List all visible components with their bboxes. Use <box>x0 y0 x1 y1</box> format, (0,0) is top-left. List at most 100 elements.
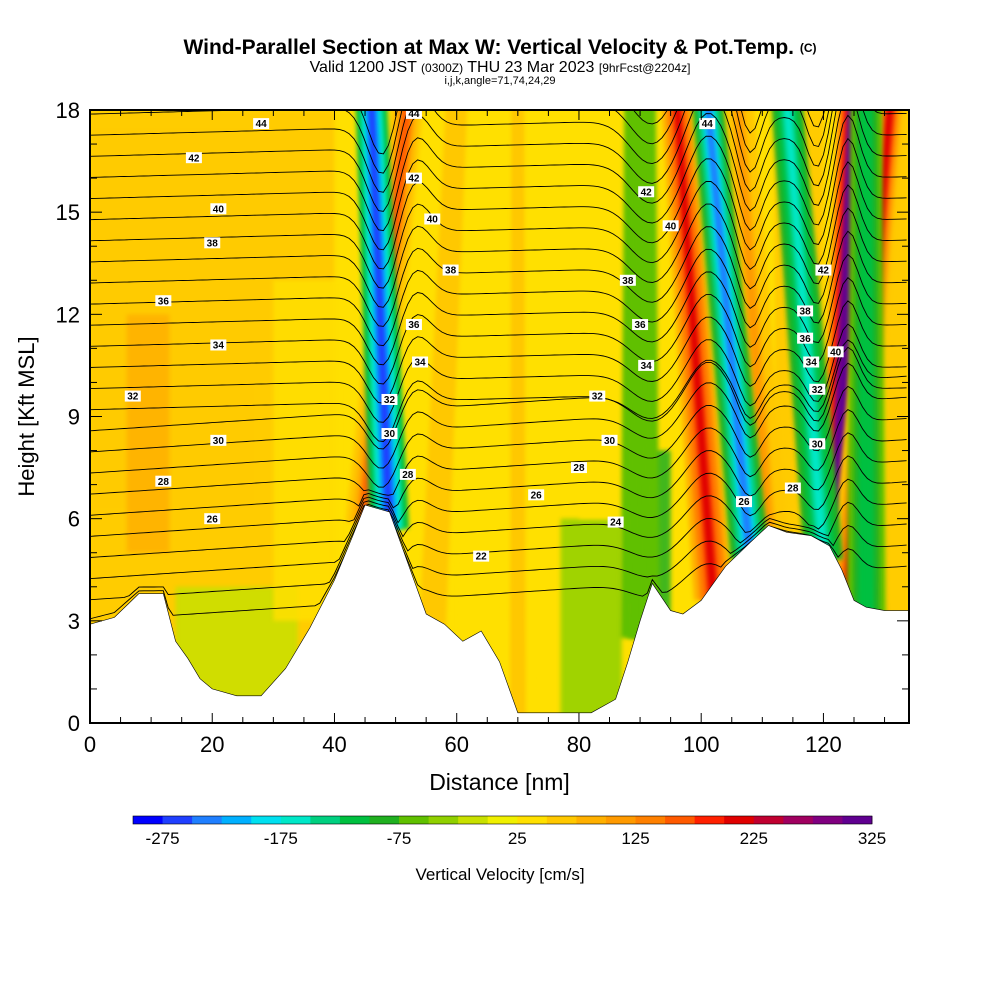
downdraft-band <box>861 110 871 625</box>
theta-contour-label: 28 <box>784 482 801 495</box>
valid-utc: (0300Z) <box>421 61 464 75</box>
title-block: Wind-Parallel Section at Max W: Vertical… <box>0 36 1000 87</box>
theta-contour-label: 44 <box>699 118 716 130</box>
x-axis-label: Distance [nm] <box>429 769 570 795</box>
svg-text:36: 36 <box>800 334 812 345</box>
theta-contour-label: 38 <box>619 274 636 287</box>
theta-contour-label: 24 <box>607 516 624 529</box>
theta-contour-label: 34 <box>210 339 227 352</box>
svg-text:42: 42 <box>818 266 830 277</box>
theta-contour-label: 32 <box>589 390 606 403</box>
chart-title: Wind-Parallel Section at Max W: Vertical… <box>0 36 1000 60</box>
theta-contour-label: 42 <box>185 152 202 164</box>
theta-contour-label: 36 <box>155 295 172 307</box>
field-patch <box>273 280 347 621</box>
theta-contour-label: 30 <box>601 434 618 447</box>
theta-contour-label: 42 <box>815 264 832 277</box>
svg-text:28: 28 <box>402 470 414 481</box>
theta-contour-line <box>90 385 907 488</box>
theta-contours <box>90 110 907 620</box>
svg-text:30: 30 <box>604 436 616 447</box>
colorbar-tick-label: 225 <box>740 829 768 848</box>
velocity-field: 44 42 40 38 36 34 32 30 28 26 44 42 40 38 36 34 32 30 28 26… <box>90 110 909 713</box>
theta-contour-label: 40 <box>662 220 679 232</box>
svg-text:30: 30 <box>384 429 396 440</box>
theta-contour-line <box>90 323 907 423</box>
theta-contour-label: 42 <box>405 172 422 185</box>
theta-contour-line <box>90 346 907 442</box>
colorbar-swatch <box>369 816 400 824</box>
colorbar-tick-label: -275 <box>146 829 180 848</box>
field-patch <box>560 518 622 713</box>
svg-text:28: 28 <box>787 484 799 495</box>
colorbar-tick-label: 25 <box>508 829 527 848</box>
y-tick-label: 0 <box>68 711 80 736</box>
theta-contour-label: 44 <box>253 118 270 130</box>
field-patch <box>126 314 170 553</box>
theta-contour-line <box>90 507 907 601</box>
svg-text:34: 34 <box>641 361 653 372</box>
svg-text:30: 30 <box>812 439 824 450</box>
theta-contour-label: 28 <box>155 475 172 488</box>
theta-contour-label: 22 <box>473 550 490 563</box>
theta-contour-line <box>90 184 907 308</box>
svg-text:22: 22 <box>476 552 488 563</box>
x-tick-label: 100 <box>683 732 720 757</box>
theta-contour-line <box>90 110 907 232</box>
svg-text:24: 24 <box>610 518 622 529</box>
svg-text:40: 40 <box>665 221 677 232</box>
theta-contour-label: 38 <box>797 305 814 318</box>
colorbar-swatch <box>724 816 755 824</box>
colorbar-swatch <box>517 816 548 824</box>
svg-text:26: 26 <box>531 490 543 501</box>
theta-contour-label: 40 <box>210 203 227 215</box>
colorbar-tick-label: -75 <box>387 829 412 848</box>
terrain-mask <box>89 504 910 724</box>
svg-text:36: 36 <box>158 296 170 307</box>
colorbar-swatch <box>251 816 282 824</box>
theta-contour-label: 34 <box>412 356 429 369</box>
theta-contour-line <box>90 110 907 212</box>
theta-contour-label: 40 <box>424 213 441 226</box>
y-tick-label: 15 <box>56 200 80 225</box>
theta-contour-line <box>90 339 907 450</box>
svg-text:40: 40 <box>830 347 842 358</box>
colorbar-swatch <box>221 816 252 824</box>
y-tick-label: 3 <box>68 609 80 634</box>
svg-text:34: 34 <box>414 358 426 369</box>
svg-text:36: 36 <box>635 320 647 331</box>
colorbar-swatch <box>192 816 223 824</box>
colorbar-swatch <box>783 816 814 824</box>
colorbar-swatch <box>310 816 341 824</box>
theta-contour-label: 40 <box>827 346 844 358</box>
valid-date: THU 23 Mar 2023 <box>467 59 595 76</box>
colorbar: -275 -175 -75 25 125 225 325 Vertical Velocity … <box>132 815 886 884</box>
colorbar-swatch <box>133 816 163 824</box>
theta-contour-label: 38 <box>442 264 459 277</box>
svg-text:42: 42 <box>641 187 653 198</box>
grid-indices: i,j,k,angle=71,74,24,29 <box>444 75 556 87</box>
theta-contour-line <box>90 253 907 366</box>
theta-contour-label: 30 <box>210 434 227 447</box>
svg-text:26: 26 <box>207 514 219 525</box>
updraft-band <box>513 110 523 713</box>
colorbar-tick-label: -175 <box>264 829 298 848</box>
theta-contour-line <box>90 432 907 516</box>
chart-title-text: Wind-Parallel Section at Max W: Vertical… <box>183 36 794 59</box>
x-tick-label: 60 <box>444 732 468 757</box>
colorbar-swatch <box>546 816 577 824</box>
colorbar-swatch <box>399 816 429 824</box>
theta-contour-label: 32 <box>809 383 826 396</box>
svg-text:42: 42 <box>188 153 200 164</box>
svg-text:32: 32 <box>592 392 604 403</box>
valid-prefix: Valid 1200 JST <box>309 59 417 76</box>
theta-contour-line <box>90 114 907 251</box>
svg-text:40: 40 <box>213 204 225 215</box>
svg-text:38: 38 <box>207 238 219 249</box>
svg-text:34: 34 <box>213 341 225 352</box>
svg-text:36: 36 <box>408 320 420 331</box>
svg-text:32: 32 <box>812 385 824 396</box>
theta-contour-label: 32 <box>381 393 398 406</box>
valid-time: Valid 1200 JST (0300Z) THU 23 Mar 2023 [… <box>0 60 1000 76</box>
